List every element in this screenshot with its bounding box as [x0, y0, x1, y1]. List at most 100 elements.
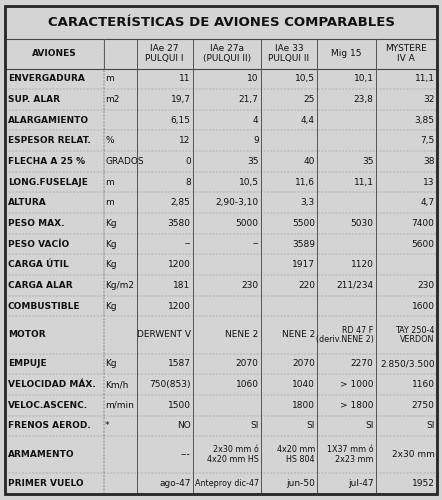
Text: 5030: 5030 — [351, 219, 373, 228]
Text: 2270: 2270 — [351, 360, 373, 368]
Text: 35: 35 — [362, 157, 373, 166]
Text: 1587: 1587 — [168, 360, 191, 368]
Text: ARMAMENTO: ARMAMENTO — [8, 450, 75, 460]
Text: 1500: 1500 — [168, 400, 191, 409]
Text: CARGA ALAR: CARGA ALAR — [8, 281, 72, 290]
Text: m: m — [105, 74, 114, 84]
Text: Kg: Kg — [105, 219, 117, 228]
Text: 2.850/3.500: 2.850/3.500 — [380, 360, 434, 368]
Text: --: -- — [252, 240, 259, 248]
Text: *: * — [105, 422, 110, 430]
Text: 38: 38 — [423, 157, 434, 166]
Text: 0: 0 — [185, 157, 191, 166]
Text: PRIMER VUELO: PRIMER VUELO — [8, 479, 84, 488]
Text: 23,8: 23,8 — [354, 95, 373, 104]
Text: 230: 230 — [241, 281, 259, 290]
Text: ESPESOR RELAT.: ESPESOR RELAT. — [8, 136, 91, 145]
Text: Kg: Kg — [105, 360, 117, 368]
Text: 181: 181 — [173, 281, 191, 290]
Text: ALARGAMIENTO: ALARGAMIENTO — [8, 116, 89, 124]
Text: 4: 4 — [253, 116, 259, 124]
Text: 2070: 2070 — [236, 360, 259, 368]
Text: 1200: 1200 — [168, 260, 191, 269]
Text: 2,85: 2,85 — [171, 198, 191, 207]
Text: FLECHA A 25 %: FLECHA A 25 % — [8, 157, 85, 166]
Text: Kg: Kg — [105, 260, 117, 269]
Text: 3,85: 3,85 — [415, 116, 434, 124]
Text: 1X37 mm ó
2x23 mm: 1X37 mm ó 2x23 mm — [327, 446, 373, 464]
Text: 7,5: 7,5 — [420, 136, 434, 145]
Text: 4,7: 4,7 — [420, 198, 434, 207]
Text: NENE 2: NENE 2 — [282, 330, 315, 340]
Text: 1040: 1040 — [292, 380, 315, 389]
Text: m: m — [105, 198, 114, 207]
Text: IAe 27a
(PULQUI II): IAe 27a (PULQUI II) — [203, 44, 251, 63]
Text: 7400: 7400 — [412, 219, 434, 228]
Text: 40: 40 — [304, 157, 315, 166]
Text: jun-50: jun-50 — [286, 479, 315, 488]
Text: 1952: 1952 — [412, 479, 434, 488]
Text: 2070: 2070 — [292, 360, 315, 368]
Text: 1917: 1917 — [292, 260, 315, 269]
Text: 11: 11 — [179, 74, 191, 84]
Text: Kg/m2: Kg/m2 — [105, 281, 134, 290]
Text: ago-47: ago-47 — [159, 479, 191, 488]
Text: IAe 33
PULQUI II: IAe 33 PULQUI II — [268, 44, 309, 63]
Text: > 1000: > 1000 — [340, 380, 373, 389]
Text: 1120: 1120 — [351, 260, 373, 269]
Text: m: m — [105, 178, 114, 186]
Text: LONG.FUSELAJE: LONG.FUSELAJE — [8, 178, 88, 186]
Text: 211/234: 211/234 — [336, 281, 373, 290]
Text: 1600: 1600 — [412, 302, 434, 310]
Text: IAe 27
PULQUI I: IAe 27 PULQUI I — [145, 44, 184, 63]
Text: CARACTERÍSTICAS DE AVIONES COMPARABLES: CARACTERÍSTICAS DE AVIONES COMPARABLES — [47, 16, 395, 28]
Text: ---: --- — [181, 450, 191, 460]
Text: SI: SI — [426, 422, 434, 430]
Text: 13: 13 — [423, 178, 434, 186]
Text: VELOCIDAD MÁX.: VELOCIDAD MÁX. — [8, 380, 96, 389]
Text: 9: 9 — [253, 136, 259, 145]
Text: AVIONES: AVIONES — [32, 49, 77, 58]
Text: Kg: Kg — [105, 240, 117, 248]
Text: EMPUJE: EMPUJE — [8, 360, 46, 368]
Text: 10,5: 10,5 — [239, 178, 259, 186]
Text: %: % — [105, 136, 114, 145]
Text: FRENOS AEROD.: FRENOS AEROD. — [8, 422, 91, 430]
Text: COMBUSTIBLE: COMBUSTIBLE — [8, 302, 80, 310]
Text: MYSTERE
IV A: MYSTERE IV A — [385, 44, 427, 63]
Text: 4,4: 4,4 — [301, 116, 315, 124]
Text: 11,1: 11,1 — [354, 178, 373, 186]
Text: 19,7: 19,7 — [171, 95, 191, 104]
Text: 10,5: 10,5 — [295, 74, 315, 84]
Text: 8: 8 — [185, 178, 191, 186]
Text: TAY 250-4
VERDON: TAY 250-4 VERDON — [395, 326, 434, 344]
Text: NO: NO — [177, 422, 191, 430]
Text: Km/h: Km/h — [105, 380, 129, 389]
Text: 3589: 3589 — [292, 240, 315, 248]
Text: 5600: 5600 — [412, 240, 434, 248]
Text: 2,90-3,10: 2,90-3,10 — [216, 198, 259, 207]
Text: 11,6: 11,6 — [295, 178, 315, 186]
Text: 5500: 5500 — [292, 219, 315, 228]
Text: jul-47: jul-47 — [348, 479, 373, 488]
Text: 5000: 5000 — [236, 219, 259, 228]
Text: 4x20 mm
HS 804: 4x20 mm HS 804 — [277, 446, 315, 464]
Text: m/min: m/min — [105, 400, 134, 409]
Text: 1200: 1200 — [168, 302, 191, 310]
Text: ENVERGADURA: ENVERGADURA — [8, 74, 85, 84]
Text: 25: 25 — [304, 95, 315, 104]
Text: 10,1: 10,1 — [354, 74, 373, 84]
Text: 11,1: 11,1 — [415, 74, 434, 84]
Text: SI: SI — [365, 422, 373, 430]
Text: m2: m2 — [105, 95, 119, 104]
Text: 3,3: 3,3 — [301, 198, 315, 207]
Text: SI: SI — [250, 422, 259, 430]
Text: 1800: 1800 — [292, 400, 315, 409]
Text: ALTURA: ALTURA — [8, 198, 47, 207]
Text: 3580: 3580 — [168, 219, 191, 228]
Text: DERWENT V: DERWENT V — [137, 330, 191, 340]
Text: 35: 35 — [247, 157, 259, 166]
Text: PESO MAX.: PESO MAX. — [8, 219, 65, 228]
Text: Kg: Kg — [105, 302, 117, 310]
Text: 750(853): 750(853) — [149, 380, 191, 389]
